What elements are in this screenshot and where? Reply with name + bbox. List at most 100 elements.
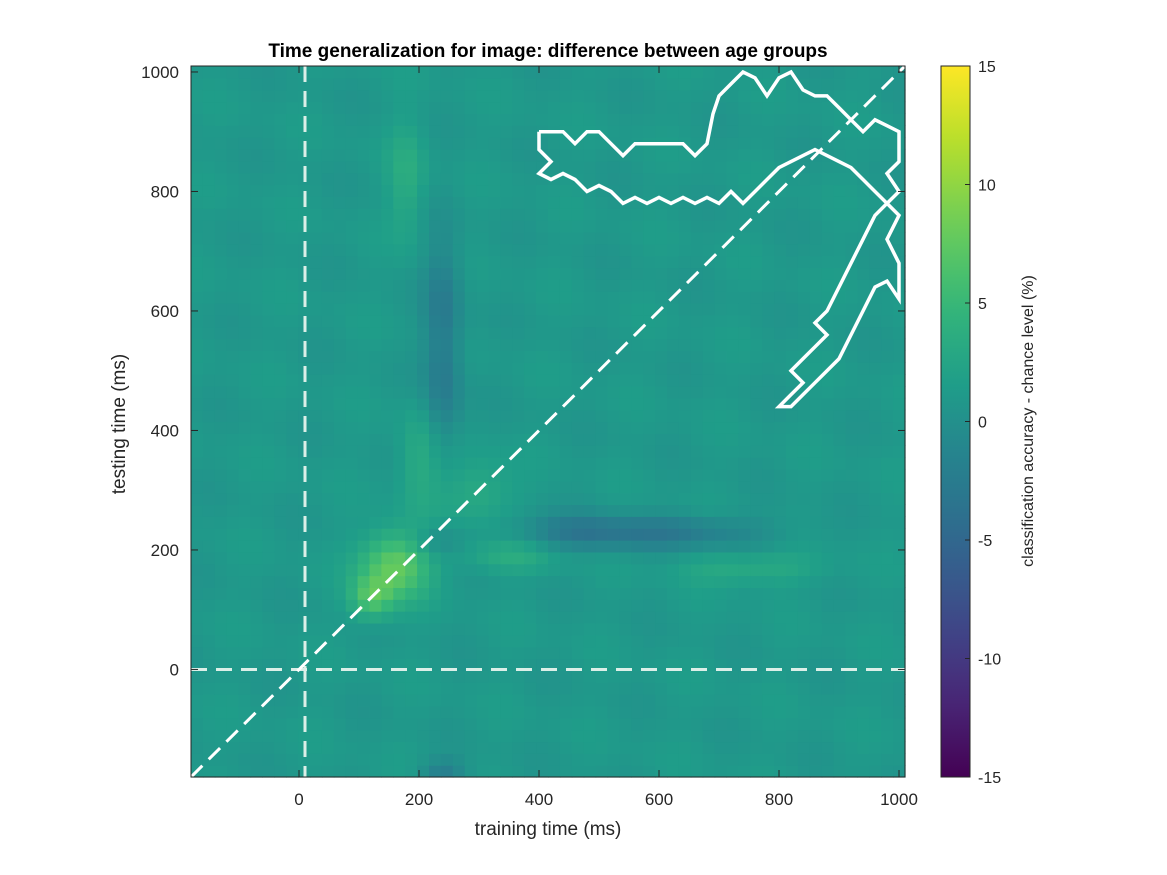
heatmap-cell [893,540,906,553]
heatmap-cell [655,421,668,434]
heatmap-cell [750,717,763,731]
heatmap-cell [452,528,466,541]
heatmap-cell [405,196,418,209]
heatmap-cell [797,516,811,529]
heatmap-cell [631,362,644,375]
heatmap-cell [559,350,573,363]
heatmap-cell [202,445,216,458]
heatmap-cell [191,504,204,517]
heatmap-cell [429,457,442,470]
heatmap-cell [429,160,442,174]
heatmap-cell [631,433,644,446]
heatmap-cell [536,492,549,506]
heatmap-cell [643,729,656,743]
heatmap-cell [678,445,692,458]
heatmap-cell [631,634,644,648]
heatmap-cell [833,551,847,565]
heatmap-cell [214,504,228,517]
heatmap-cell [583,765,597,778]
heatmap-cell [571,753,585,766]
heatmap-cell [655,705,668,719]
heatmap-cell [738,243,751,257]
heatmap-cell [524,397,537,411]
heatmap-cell [702,504,716,517]
heatmap-cell [274,729,287,743]
heatmap-cell [869,421,882,434]
heatmap-cell [405,184,418,197]
heatmap-cell [417,148,430,162]
heatmap-cell [821,575,835,588]
heatmap-cell [583,220,597,233]
heatmap-cell [524,291,537,304]
heatmap-cell [833,717,847,731]
reference-lines [189,64,907,779]
heatmap-cell [845,717,858,731]
heatmap-cell [619,184,632,197]
heatmap-cell [191,575,204,588]
heatmap-cell [452,599,466,612]
heatmap-cell [500,753,513,766]
heatmap-cell [809,409,823,423]
heatmap-cell [226,66,240,79]
heatmap-cell [202,433,216,446]
heatmap-cell [750,314,763,328]
heatmap-cell [345,528,359,541]
heatmap-cell [250,528,263,541]
heatmap-cell [310,66,323,79]
heatmap-cell [452,492,466,506]
heatmap-cell [750,622,763,636]
heatmap-cell [357,113,371,126]
heatmap-cell [369,480,382,494]
heatmap-cell [286,113,299,126]
heatmap-cell [548,243,561,257]
heatmap-cell [750,137,763,150]
heatmap-cell [631,421,644,434]
heatmap-cell [738,492,751,506]
heatmap-cell [714,468,728,482]
heatmap-cell [274,160,287,174]
heatmap-cell [833,599,847,612]
heatmap-cell [464,480,478,494]
heatmap-cell [821,765,835,778]
heatmap-cell [714,350,728,363]
heatmap-cell [369,101,382,114]
heatmap-cell [619,220,632,233]
heatmap-cell [571,243,585,257]
heatmap-cell [321,611,335,624]
heatmap-cell [310,267,323,280]
heatmap-cell [738,362,751,375]
heatmap-cell [548,575,561,588]
heatmap-cell [226,148,240,162]
heatmap-cell [464,196,478,209]
heatmap-cell [774,267,787,280]
heatmap-cell [619,551,632,565]
heatmap-cell [845,397,858,411]
heatmap-cell [262,101,275,114]
heatmap-cell [500,658,513,671]
heatmap-cell [893,101,906,114]
significance-contour [536,69,902,409]
heatmap-cell [202,729,216,743]
heatmap-cell [310,421,323,434]
heatmap-cell [405,540,418,553]
heatmap-cell [655,670,668,683]
heatmap-cell [559,196,573,209]
heatmap-cell [333,658,347,671]
heatmap-cell [821,516,835,529]
heatmap-cell [690,374,704,387]
heatmap-cell [690,220,704,233]
heatmap-cell [214,362,228,375]
heatmap-cell [393,528,406,541]
heatmap-cell [726,492,739,506]
heatmap-cell [702,148,716,162]
heatmap-cell [333,385,347,399]
heatmap-cell [595,172,609,186]
heatmap-cell [262,468,275,482]
heatmap-cell [512,634,525,648]
heatmap-cell [762,433,775,446]
heatmap-cell [536,267,549,280]
heatmap-cell [286,528,299,541]
heatmap-cell [655,338,668,351]
heatmap-cell [440,528,454,541]
heatmap-cell [571,255,585,269]
